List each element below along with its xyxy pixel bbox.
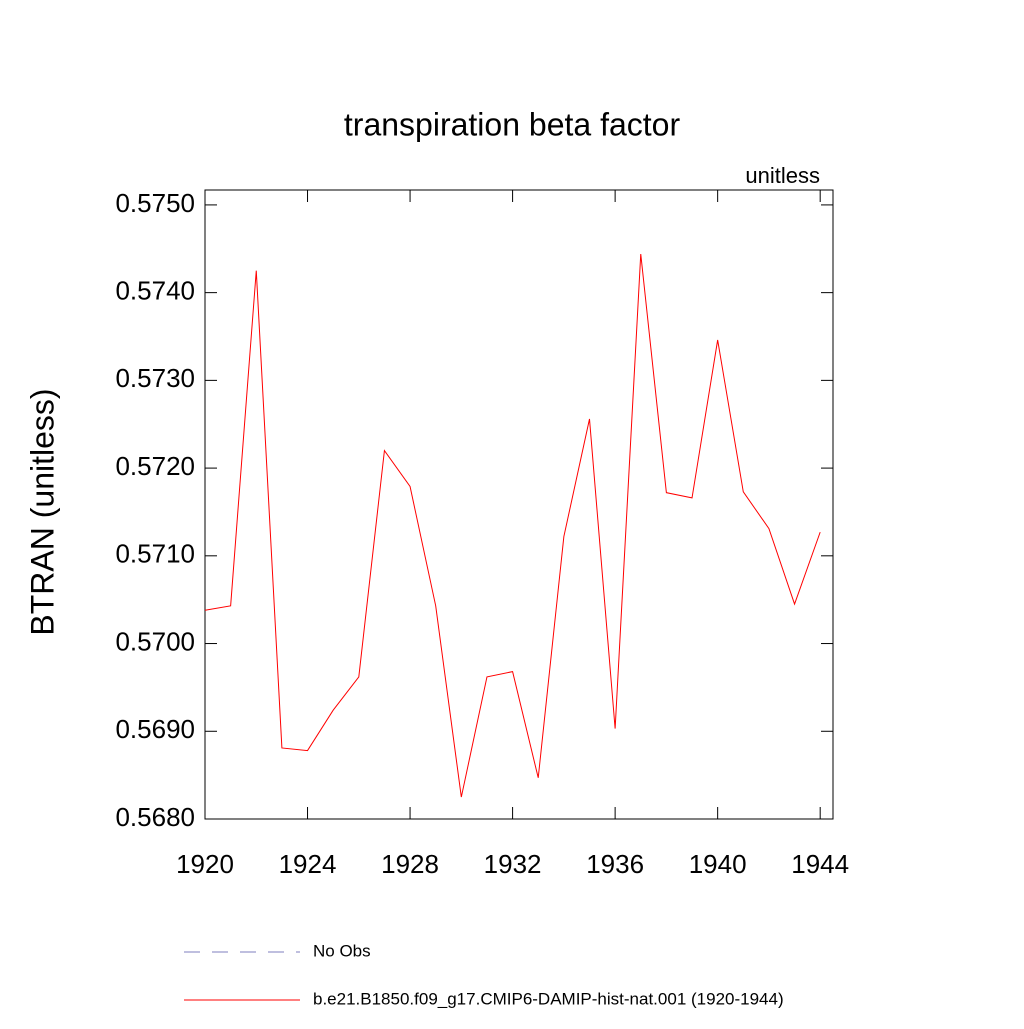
y-tick-label: 0.5750 bbox=[115, 188, 195, 218]
x-tick-label: 1924 bbox=[279, 849, 337, 879]
y-axis-label: BTRAN (unitless) bbox=[24, 388, 60, 635]
legend-label: No Obs bbox=[313, 941, 371, 960]
y-tick-label: 0.5680 bbox=[115, 802, 195, 832]
y-tick-label: 0.5720 bbox=[115, 451, 195, 481]
y-tick-label: 0.5710 bbox=[115, 539, 195, 569]
subtitle: unitless bbox=[745, 163, 820, 188]
y-tick-label: 0.5690 bbox=[115, 714, 195, 744]
y-tick-label: 0.5700 bbox=[115, 626, 195, 656]
x-tick-label: 1928 bbox=[381, 849, 439, 879]
y-tick-label: 0.5740 bbox=[115, 276, 195, 306]
x-tick-label: 1944 bbox=[791, 849, 849, 879]
x-tick-label: 1920 bbox=[176, 849, 234, 879]
legend-label: b.e21.B1850.f09_g17.CMIP6-DAMIP-hist-nat… bbox=[313, 989, 784, 1008]
chart-title: transpiration beta factor bbox=[344, 106, 681, 142]
plot-frame bbox=[204, 189, 834, 820]
x-tick-label: 1932 bbox=[484, 849, 542, 879]
x-tick-label: 1940 bbox=[689, 849, 747, 879]
y-tick-label: 0.5730 bbox=[115, 363, 195, 393]
series-line bbox=[204, 253, 821, 798]
x-tick-label: 1936 bbox=[586, 849, 644, 879]
